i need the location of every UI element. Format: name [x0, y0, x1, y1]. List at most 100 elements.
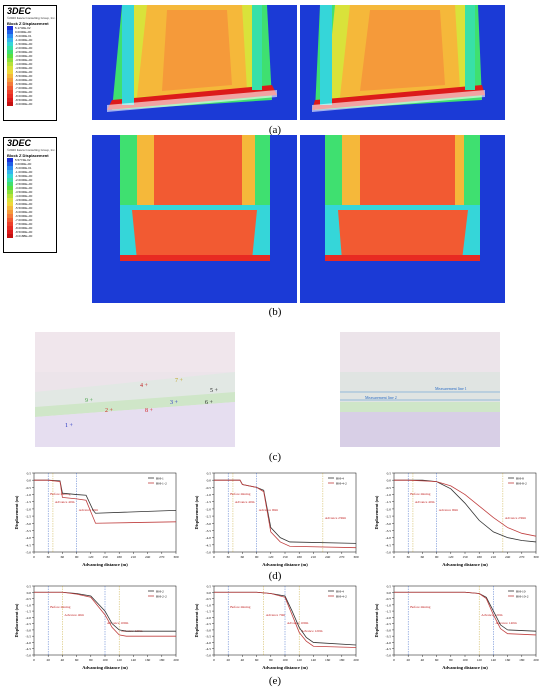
- software-brand: 3DEC: [7, 138, 32, 148]
- legend-swatch: [7, 218, 13, 222]
- legend-value: -2.5000E+00: [15, 50, 33, 54]
- y-tick-label: -4.5: [25, 647, 31, 651]
- annotation-label: Before mining: [410, 492, 431, 496]
- series-line: [394, 591, 537, 632]
- x-tick-label: 80: [449, 658, 453, 662]
- x-tick-label: 20: [46, 658, 50, 662]
- y-tick-label: 0.5: [27, 472, 32, 476]
- monitoring-point-label: 2 +: [105, 408, 114, 414]
- annotation-label: Advance 40m: [55, 500, 75, 504]
- legend-entry: -8.0000E+00: [4, 94, 56, 98]
- annotation-label: Before mining: [410, 605, 431, 609]
- legend-entry: -3.5000E+00: [4, 190, 56, 194]
- x-tick-label: 300: [173, 555, 179, 559]
- x-tick-label: 240: [325, 555, 331, 559]
- legend-value: -9.0000E+00: [15, 102, 33, 106]
- legend-entry: -1.0000E+00: [4, 38, 56, 42]
- legend-entry: -3.5000E+00: [4, 58, 56, 62]
- legend-swatch: [7, 206, 13, 210]
- y-tick-label: -1.5: [385, 500, 391, 504]
- y-tick-label: -4.0: [385, 536, 391, 540]
- x-tick-label: 0: [33, 658, 35, 662]
- y-axis-label: Displacement (m): [14, 603, 19, 637]
- legend-value: -6.5000E+00: [15, 214, 33, 218]
- x-tick-label: 180: [297, 555, 303, 559]
- y-tick-label: -4.5: [205, 647, 211, 651]
- series-line: [34, 479, 177, 514]
- legend-value: -3.0000E+00: [15, 186, 33, 190]
- legend-entry: -8.0000E+00: [4, 226, 56, 230]
- legend-swatch: [7, 30, 13, 34]
- x-tick-label: 0: [393, 555, 395, 559]
- colorbar-legend-b: 3DEC ©2020 Itasca Consulting Group, Inc.…: [3, 137, 57, 253]
- legend-swatch: [7, 58, 13, 62]
- measurement-line-1-label: Measurement line 1: [435, 386, 467, 391]
- legend-value: -7.5000E+00: [15, 90, 33, 94]
- colorbar-legend-a: 3DEC ©2020 Itasca Consulting Group, Inc.…: [3, 5, 57, 121]
- y-tick-label: -5.0: [385, 654, 391, 658]
- y-tick-label: -0.5: [25, 486, 31, 490]
- legend-label: BH-10-2: [516, 595, 529, 599]
- legend-swatch: [7, 226, 13, 230]
- legend-value: 5.5774E-02: [15, 158, 31, 162]
- x-tick-label: 300: [353, 555, 359, 559]
- x-tick-label: 160: [325, 658, 331, 662]
- y-tick-label: 0.5: [207, 585, 212, 589]
- legend-entry: -6.0000E+00: [4, 210, 56, 214]
- y-tick-label: -2.0: [385, 507, 391, 511]
- legend-swatch: [7, 66, 13, 70]
- y-tick-label: -0.5: [25, 597, 31, 601]
- y-tick-label: -5.0: [25, 654, 31, 658]
- legend-entry: 0.0000E+00: [4, 162, 56, 166]
- y-tick-label: 0.0: [27, 479, 32, 483]
- y-tick-label: -1.5: [385, 610, 391, 614]
- legend-entry: -6.0000E+00: [4, 78, 56, 82]
- y-axis-label: Displacement (m): [374, 495, 379, 529]
- legend-swatch: [7, 42, 13, 46]
- legend-value: -5.0000E-01: [15, 166, 32, 170]
- legend-value: -8.0000E+00: [15, 94, 33, 98]
- x-tick-label: 200: [353, 658, 359, 662]
- x-tick-label: 150: [102, 555, 108, 559]
- x-tick-label: 210: [491, 555, 497, 559]
- x-tick-label: 270: [339, 555, 345, 559]
- legend-value: -3.5000E+00: [15, 58, 33, 62]
- legend-entry: -2.0000E+00: [4, 178, 56, 182]
- legend-swatch: [7, 222, 13, 226]
- x-tick-label: 160: [505, 658, 511, 662]
- company-note: ©2020 Itasca Consulting Group, Inc.: [7, 16, 56, 20]
- legend-swatch: [7, 102, 13, 106]
- y-tick-label: -1.0: [25, 493, 31, 497]
- legend-swatch: [7, 46, 13, 50]
- annotation-label: Advance 120m: [301, 629, 323, 633]
- legend-swatch: [7, 214, 13, 218]
- legend-value: -5.0000E+00: [15, 202, 33, 206]
- y-tick-label: -4.0: [25, 641, 31, 645]
- y-tick-label: -3.5: [205, 635, 211, 639]
- legend-swatch: [7, 174, 13, 178]
- chart-d-2: 0.5 0.0 -0.5 -1.0 -1.5 -2.0 -2.5 -3.0 -3.5 -4.0 -4…: [194, 472, 359, 568]
- legend-entry: -4.5000E+00: [4, 66, 56, 70]
- x-tick-label: 30: [46, 555, 50, 559]
- series-line: [214, 479, 357, 544]
- y-tick-label: -2.5: [385, 622, 391, 626]
- legend-swatch: [7, 186, 13, 190]
- x-tick-label: 210: [131, 555, 137, 559]
- legend-entry: -5.0000E+00: [4, 202, 56, 206]
- chart-e-3: 0.5 0.0 -0.5 -1.0 -1.5 -2.0 -2.5 -3.0 -3.5 -4.0 -4…: [374, 585, 539, 671]
- y-tick-label: -2.0: [205, 616, 211, 620]
- legend-label: BH-1: [156, 477, 164, 481]
- legend-entry: -7.0000E+00: [4, 86, 56, 90]
- annotation-label: Advance 40m: [64, 613, 84, 617]
- x-tick-label: 40: [61, 658, 65, 662]
- y-tick-label: -1.0: [385, 493, 391, 497]
- legend-swatch: [7, 26, 13, 30]
- legend-label: BH-2: [156, 590, 164, 594]
- legend-label: BH-1-2: [156, 482, 167, 486]
- y-axis-label: Displacement (m): [194, 603, 199, 637]
- series-line: [394, 591, 537, 636]
- legend-label: BH-4: [336, 590, 344, 594]
- monitoring-point-label: 5 +: [210, 388, 219, 394]
- legend-entry: -5.0000E+00: [4, 70, 56, 74]
- x-tick-label: 270: [159, 555, 165, 559]
